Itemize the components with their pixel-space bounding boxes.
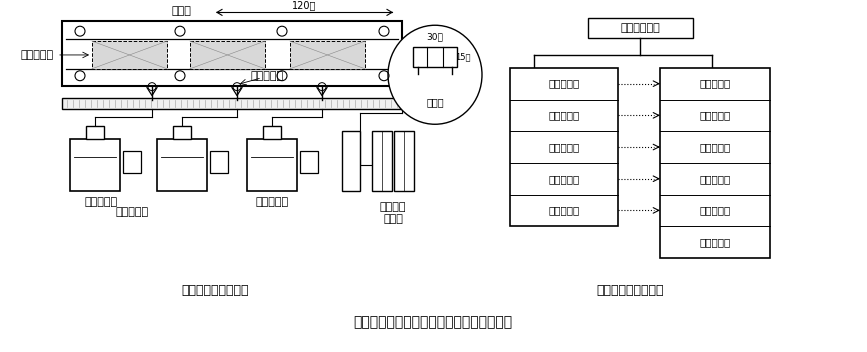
Bar <box>157 139 207 190</box>
Text: 電磁調節弁: 電磁調節弁 <box>251 71 284 81</box>
Text: 給水ポンプ: 給水ポンプ <box>700 110 731 120</box>
Text: ｐＨ調節弁: ｐＨ調節弁 <box>700 174 731 184</box>
Text: 育苗制御装置の概要: 育苗制御装置の概要 <box>596 284 664 297</box>
Text: 断面図: 断面図 <box>427 98 444 107</box>
Text: 図１　水耕方式による水稲育苗装置の概要: 図１ 水耕方式による水稲育苗装置の概要 <box>354 315 512 329</box>
Bar <box>394 131 414 190</box>
Bar <box>247 139 297 190</box>
Bar <box>510 68 618 226</box>
Bar <box>290 41 365 69</box>
Text: 水温センサ: 水温センサ <box>548 142 580 152</box>
Text: 30㎝: 30㎝ <box>427 33 443 42</box>
Text: 育苗槽: 育苗槽 <box>171 6 191 17</box>
Text: ｐＨセンサ: ｐＨセンサ <box>548 174 580 184</box>
Text: 15㎝: 15㎝ <box>455 52 471 62</box>
Bar <box>210 151 228 173</box>
Bar <box>660 68 770 258</box>
Text: 水位センサ: 水位センサ <box>548 110 580 120</box>
Bar <box>86 126 104 139</box>
Bar <box>173 126 191 139</box>
Text: 水耕式水稲育苗装置: 水耕式水稲育苗装置 <box>181 284 249 297</box>
Text: 定量ポンプ: 定量ポンプ <box>256 197 289 207</box>
Bar <box>413 47 457 67</box>
Bar <box>62 21 402 86</box>
Text: 定量ポンプ: 定量ポンプ <box>700 206 731 215</box>
Bar <box>342 131 360 190</box>
Text: ヒ　ー　タ: ヒ ー タ <box>700 142 731 152</box>
Text: ＥＣセンサ: ＥＣセンサ <box>548 206 580 215</box>
Text: 育苗制御装置: 育苗制御装置 <box>621 23 661 33</box>
Bar <box>372 131 392 190</box>
Bar <box>62 98 402 109</box>
Text: 養液タンク: 養液タンク <box>85 197 118 207</box>
Bar <box>70 139 120 190</box>
Bar <box>123 151 141 173</box>
Ellipse shape <box>388 25 482 124</box>
Text: 育苗ベッド: 育苗ベッド <box>21 50 54 60</box>
Bar <box>190 41 265 69</box>
Text: 養液ポンプ: 養液ポンプ <box>115 207 148 218</box>
Bar <box>263 126 281 139</box>
Text: 肥料調節弁: 肥料調節弁 <box>700 237 731 247</box>
Bar <box>588 18 693 38</box>
Text: 肥料原液
タンク: 肥料原液 タンク <box>380 202 407 224</box>
Text: 120㎝: 120㎝ <box>292 0 316 11</box>
Text: 養液ポンプ: 養液ポンプ <box>700 78 731 89</box>
Bar <box>300 151 318 173</box>
Text: 養液循環量: 養液循環量 <box>548 78 580 89</box>
Bar <box>92 41 167 69</box>
